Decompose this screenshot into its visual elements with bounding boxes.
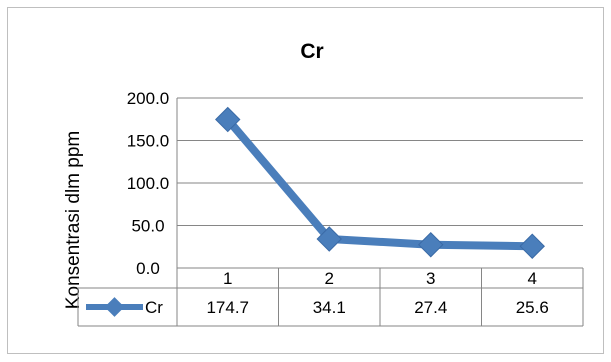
legend-series-name: Cr: [145, 298, 163, 317]
series-line: [223, 115, 537, 251]
data-point: [316, 226, 342, 252]
data-point: [519, 233, 545, 259]
x-category-label: 3: [426, 269, 435, 288]
data-table-value: 34.1: [313, 298, 346, 317]
y-tick-label: 50.0: [131, 217, 164, 236]
chart-area: [7, 7, 604, 354]
data-table: 1 2 3 4 Cr 174.7 34.1 27.4 25.6: [77, 267, 584, 327]
x-category-label: 2: [325, 269, 334, 288]
x-category-label: 1: [223, 269, 232, 288]
y-tick-label: 0.0: [136, 259, 160, 278]
series-lines: [215, 106, 545, 259]
data-table-value: 27.4: [414, 298, 447, 317]
legend-key-marker: [104, 297, 125, 317]
y-tick-label: 150.0: [127, 132, 170, 151]
y-tick-label: 200.0: [127, 89, 170, 108]
chart-title: Cr: [300, 40, 323, 63]
data-point: [215, 106, 241, 133]
data-table-value: 25.6: [516, 298, 549, 317]
y-axis-ticks: 0.0 50.0 100.0 150.0 200.0: [127, 89, 170, 278]
data-table-value: 174.7: [206, 298, 249, 317]
y-tick-label: 100.0: [127, 174, 170, 193]
y-axis-label: Konsentrasi dlm ppm: [63, 131, 84, 309]
data-point: [418, 231, 444, 258]
x-category-label: 4: [528, 269, 537, 288]
